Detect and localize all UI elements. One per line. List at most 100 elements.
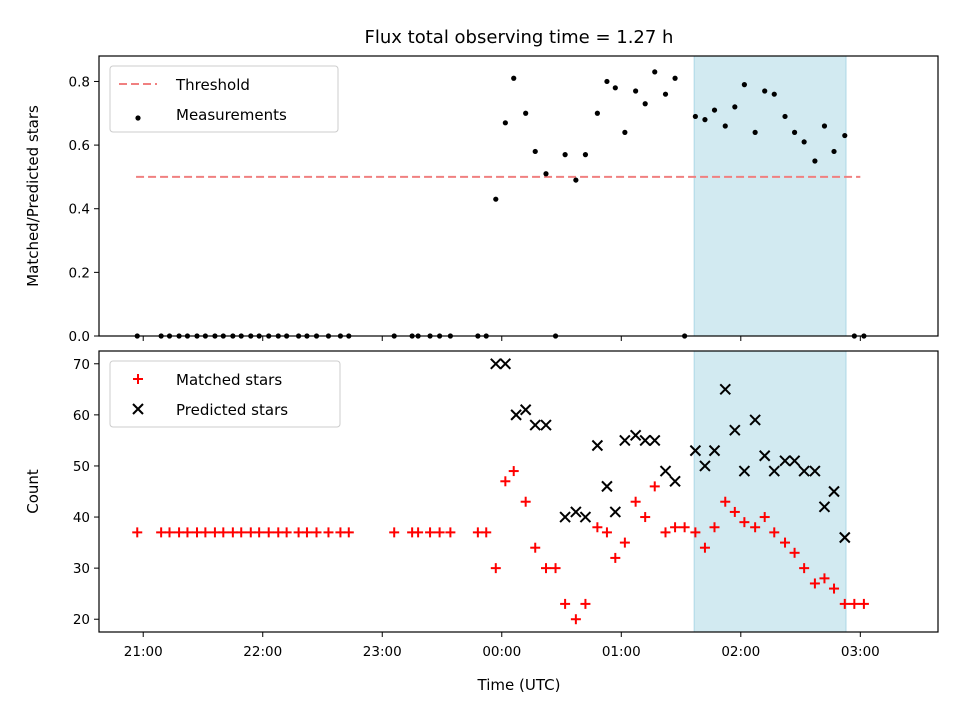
y-tick-label: 0.8	[69, 74, 90, 90]
predicted-star-point	[490, 358, 502, 370]
predicted-star-point	[729, 424, 741, 436]
matched-star-point	[720, 496, 731, 507]
matched-star-point	[819, 573, 830, 584]
measurement-point	[511, 75, 517, 81]
matched-star-point	[490, 563, 501, 574]
predicted-star-point	[570, 506, 582, 518]
predicted-star-point	[758, 450, 771, 462]
matched-star-point	[301, 527, 312, 538]
predicted-star-point	[788, 455, 801, 467]
matched-star-point	[343, 527, 354, 538]
matched-star-point	[293, 527, 304, 538]
x-tick-label: 23:00	[363, 644, 402, 660]
measurement-point	[741, 82, 747, 88]
measurement-point	[594, 110, 600, 116]
predicted-star-point	[779, 455, 791, 467]
legend: Matched stars Predicted stars	[109, 360, 341, 428]
x-tick-label: 22:00	[243, 644, 282, 660]
matched-star-point	[809, 578, 820, 589]
matched-star-point	[227, 527, 238, 538]
matched-star-point	[174, 527, 185, 538]
matched-star-point	[192, 527, 203, 538]
x-tick-label: 21:00	[124, 644, 163, 660]
predicted-star-point	[499, 358, 512, 370]
matched-star-point	[413, 527, 424, 538]
matched-star-point	[709, 522, 720, 533]
y-tick-label: 20	[73, 612, 90, 628]
measurement-point	[791, 129, 798, 135]
matched-star-point	[560, 598, 571, 609]
predicted-star-point	[738, 465, 751, 477]
matched-star-point	[445, 527, 456, 538]
measurement-point	[672, 75, 678, 81]
matched-star-point	[619, 537, 630, 548]
matched-star-point	[592, 522, 603, 533]
matched-star-point	[739, 517, 750, 528]
measurement-point	[622, 129, 628, 135]
predicted-star-point	[699, 460, 711, 472]
measurement-point	[573, 177, 579, 183]
matched-star-point	[849, 598, 860, 609]
legend-measurement-swatch	[135, 115, 141, 121]
legend-box	[109, 65, 339, 133]
matched-star-point	[858, 598, 869, 609]
matched-star-point	[132, 527, 143, 538]
measurement-point	[633, 88, 639, 94]
measurement-point	[692, 113, 698, 120]
matched-star-point	[200, 527, 211, 538]
y-tick-label: 0.6	[69, 138, 90, 154]
measurement-point	[732, 104, 738, 110]
y-tick-label: 60	[73, 408, 90, 424]
matched-star-point	[829, 583, 840, 594]
matched-star-point	[273, 527, 284, 538]
matched-star-point	[750, 522, 761, 533]
x-tick-label: 03:00	[841, 644, 880, 660]
predicted-star-point	[839, 531, 851, 544]
matched-star-point	[799, 563, 810, 574]
y-axis-label: Count	[24, 469, 42, 514]
measurement-point	[801, 139, 807, 145]
measurement-point	[782, 113, 788, 120]
predicted-star-point	[669, 475, 681, 487]
matched-star-point	[500, 476, 511, 487]
matched-star-point	[218, 527, 229, 538]
matched-star-point	[550, 563, 561, 574]
predicted-star-point	[809, 465, 821, 477]
matched-star-point	[245, 527, 256, 538]
matched-star-point	[254, 527, 265, 538]
predicted-star-point	[629, 429, 642, 442]
legend-box	[109, 360, 341, 428]
measurement-point	[762, 88, 768, 94]
matched-star-point	[335, 527, 346, 538]
measurement-point	[652, 69, 658, 75]
y-tick-label: 30	[73, 561, 90, 577]
measurement-point	[532, 148, 538, 155]
matched-star-point	[601, 527, 612, 538]
predicted-star-point	[579, 511, 592, 523]
legend-label: Predicted stars	[176, 401, 288, 419]
predicted-star-point	[601, 480, 613, 493]
predicted-star-point	[708, 444, 721, 457]
measurement-point	[752, 129, 758, 135]
legend-label: Matched stars	[176, 371, 282, 389]
x-axis-label: Time (UTC)	[477, 676, 561, 694]
measurement-point	[711, 107, 718, 113]
predicted-star-point	[559, 511, 571, 523]
panel-bottom: 20 30 40 50 60 70 21:00 22:00 23:00 00:00 01:00 02:…	[24, 350, 939, 660]
matched-star-point	[472, 527, 483, 538]
matched-star-point	[389, 527, 400, 538]
predicted-star-point	[828, 485, 840, 498]
matched-star-point	[780, 537, 791, 548]
matched-star-point	[311, 527, 322, 538]
matched-star-point	[425, 527, 436, 538]
y-tick-label: 0.0	[69, 329, 90, 345]
matched-star-point	[540, 563, 551, 574]
predicted-star-point	[609, 506, 622, 518]
measurement-point	[642, 101, 648, 107]
matched-star-point	[699, 542, 710, 553]
matched-star-point	[570, 614, 581, 625]
measurement-point	[831, 148, 837, 155]
matched-star-point	[690, 527, 701, 538]
predicted-star-point	[798, 465, 810, 477]
